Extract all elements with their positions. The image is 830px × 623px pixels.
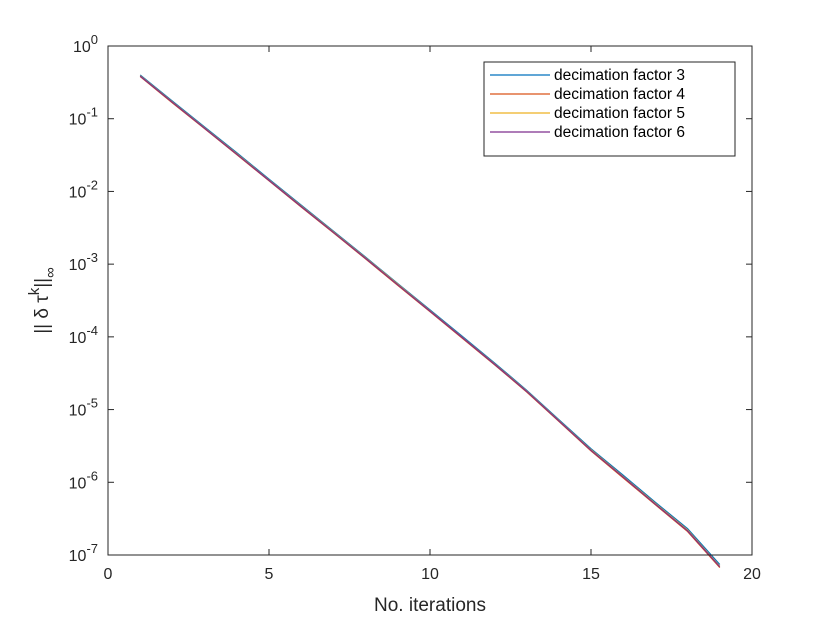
x-tick-label: 10	[421, 566, 439, 583]
y-tick-label: 10-1	[69, 105, 98, 129]
series-layer	[139, 74, 721, 569]
y-tick-label: 10-7	[69, 541, 98, 565]
legend-entry-4: decimation factor 6	[554, 124, 685, 141]
y-axis-label-text: || δ τk||∞	[26, 267, 59, 334]
series-line-1	[139, 74, 721, 565]
x-tick-label: 15	[582, 566, 600, 583]
series-line-4	[139, 75, 721, 568]
x-tick-label: 5	[265, 566, 274, 583]
y-tick-label: 10-4	[69, 323, 98, 347]
y-tick-label: 100	[73, 32, 98, 56]
y-tick-label: 10-2	[69, 177, 98, 201]
x-tick-label: 20	[743, 566, 761, 583]
y-tick-label: 10-3	[69, 250, 98, 274]
y-axis-label: || δ τk||∞	[26, 267, 59, 334]
legend-entry-3: decimation factor 5	[554, 105, 685, 122]
legend-entry-2: decimation factor 4	[554, 86, 685, 103]
x-axis-label: No. iterations	[374, 595, 486, 616]
y-tick-label: 10-6	[69, 468, 98, 492]
legend: decimation factor 3 decimation factor 4 de…	[483, 61, 736, 157]
y-tick-label: 10-5	[69, 396, 98, 420]
legend-box	[483, 61, 736, 157]
x-tick-label: 0	[104, 566, 113, 583]
ticks-layer: 0 5 10 15 20 100 10-1 10-2 10-3 10-4 10-5 10-6 10-7	[69, 32, 761, 583]
legend-entry-1: decimation factor 3	[554, 67, 685, 84]
